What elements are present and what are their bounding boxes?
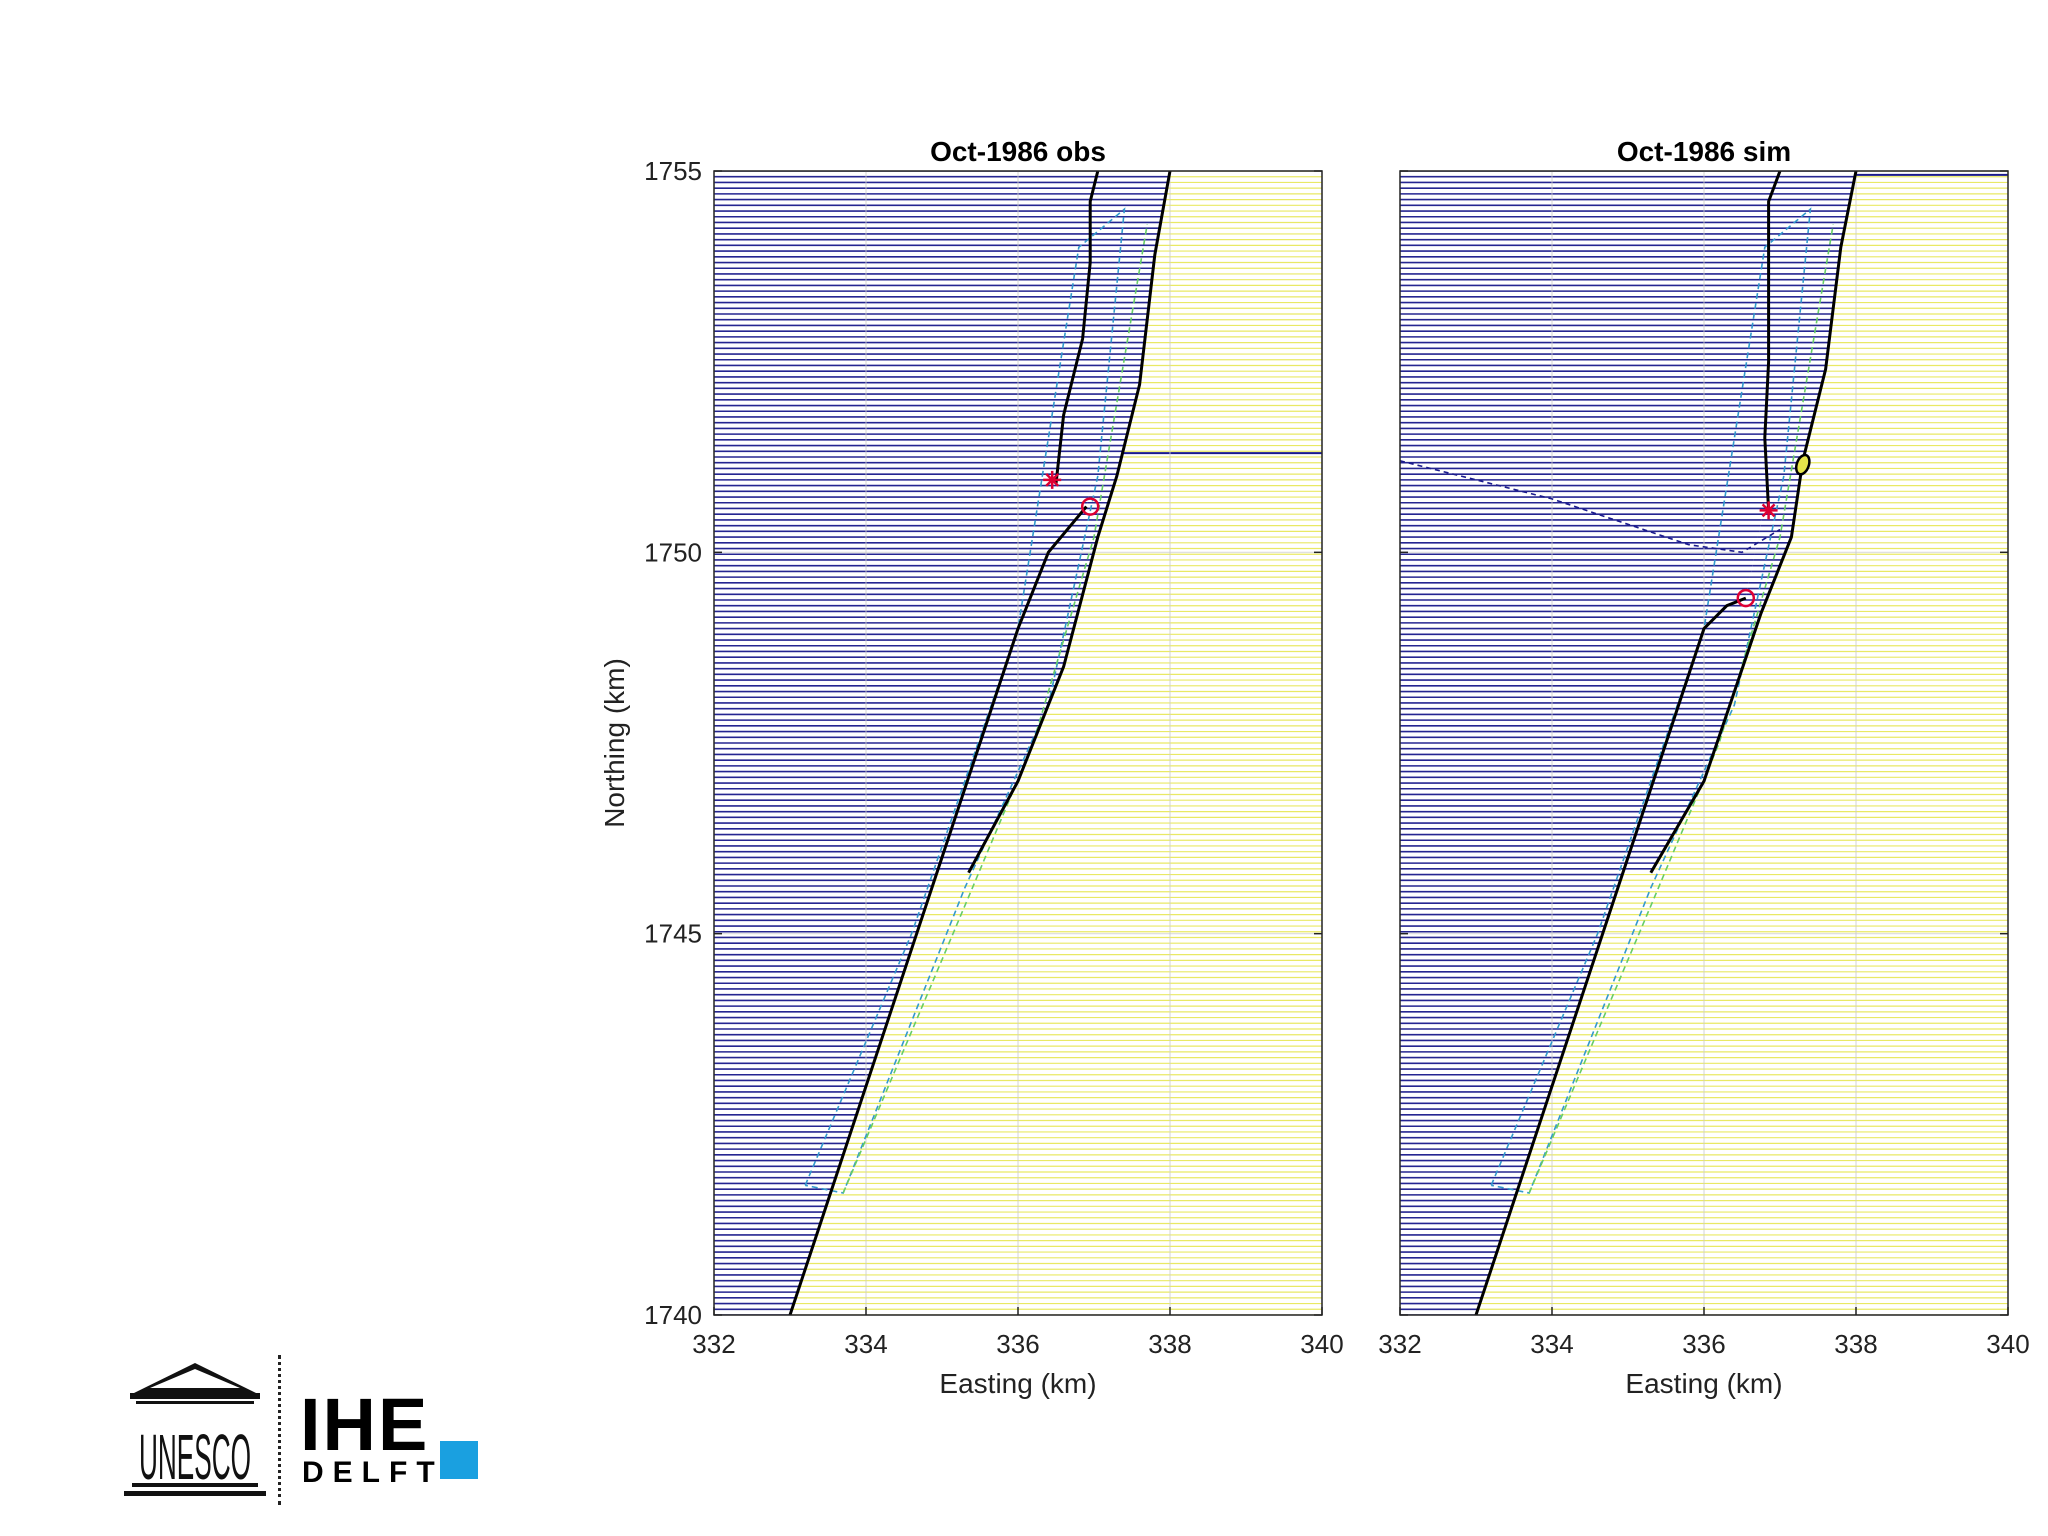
circle-marker [1080, 497, 1100, 516]
ihe-delft-square-icon [440, 1441, 478, 1479]
coastline [788, 505, 1088, 1315]
y-tick-label: 1750 [644, 537, 702, 567]
x-tick-label: 338 [1834, 1329, 1877, 1359]
asterisk-marker [1043, 470, 1062, 489]
land-outline-dashed [1528, 224, 1834, 1194]
plot-area [1400, 171, 2008, 1315]
logo-divider [278, 1355, 281, 1505]
x-tick-label: 338 [1148, 1329, 1191, 1359]
y-tick-label: 1755 [644, 156, 702, 186]
lagoon-outline-dashed [804, 207, 1126, 1194]
x-tick-label: 336 [1682, 1329, 1725, 1359]
x-axis-label: Easting (km) [1625, 1368, 1782, 1399]
chart-panel-1: 332 334 336 338 340 1740 1745 1750 1755 Oct-1986 … [599, 136, 1344, 1399]
spit-north-coastline [1054, 171, 1100, 484]
barrier-coastline [1649, 171, 1858, 874]
chart-panel-2: 332 334 336 338 340 Oct-1986 sim Easting (km) [1378, 136, 2029, 1399]
unesco-text: UNESCO [139, 1421, 251, 1493]
barrier-coastline [967, 171, 1172, 874]
circle-marker [1736, 588, 1756, 608]
coastline [1474, 596, 1747, 1315]
y-tick-label: 1740 [644, 1300, 702, 1330]
logo-area: UNESCO IHE DELFT [120, 1355, 500, 1515]
ihe-text: IHE [300, 1383, 430, 1466]
x-tick-label: 332 [1378, 1329, 1421, 1359]
x-tick-label: 334 [1530, 1329, 1573, 1359]
y-axis-label: Northing (km) [599, 658, 630, 828]
x-axis-label: Easting (km) [939, 1368, 1096, 1399]
unesco-temple-logo: UNESCO [124, 1363, 266, 1496]
land-outline-dashed [842, 224, 1148, 1194]
x-tick-label: 336 [996, 1329, 1039, 1359]
panel-title: Oct-1986 obs [930, 136, 1106, 167]
delft-text: DELFT [302, 1456, 444, 1489]
spit-north-coastline [1763, 171, 1782, 511]
x-tick-label: 340 [1986, 1329, 2029, 1359]
island-shape [1794, 453, 1811, 476]
asterisk-marker [1759, 501, 1778, 520]
lagoon-outline-dashed [1490, 207, 1812, 1194]
y-tick-label: 1745 [644, 919, 702, 949]
x-tick-label: 340 [1300, 1329, 1343, 1359]
x-tick-label: 332 [692, 1329, 735, 1359]
channel-outline-dashed [1400, 460, 1781, 554]
panel-title: Oct-1986 sim [1617, 136, 1791, 167]
x-tick-label: 334 [844, 1329, 887, 1359]
plot-area [714, 171, 1322, 1315]
